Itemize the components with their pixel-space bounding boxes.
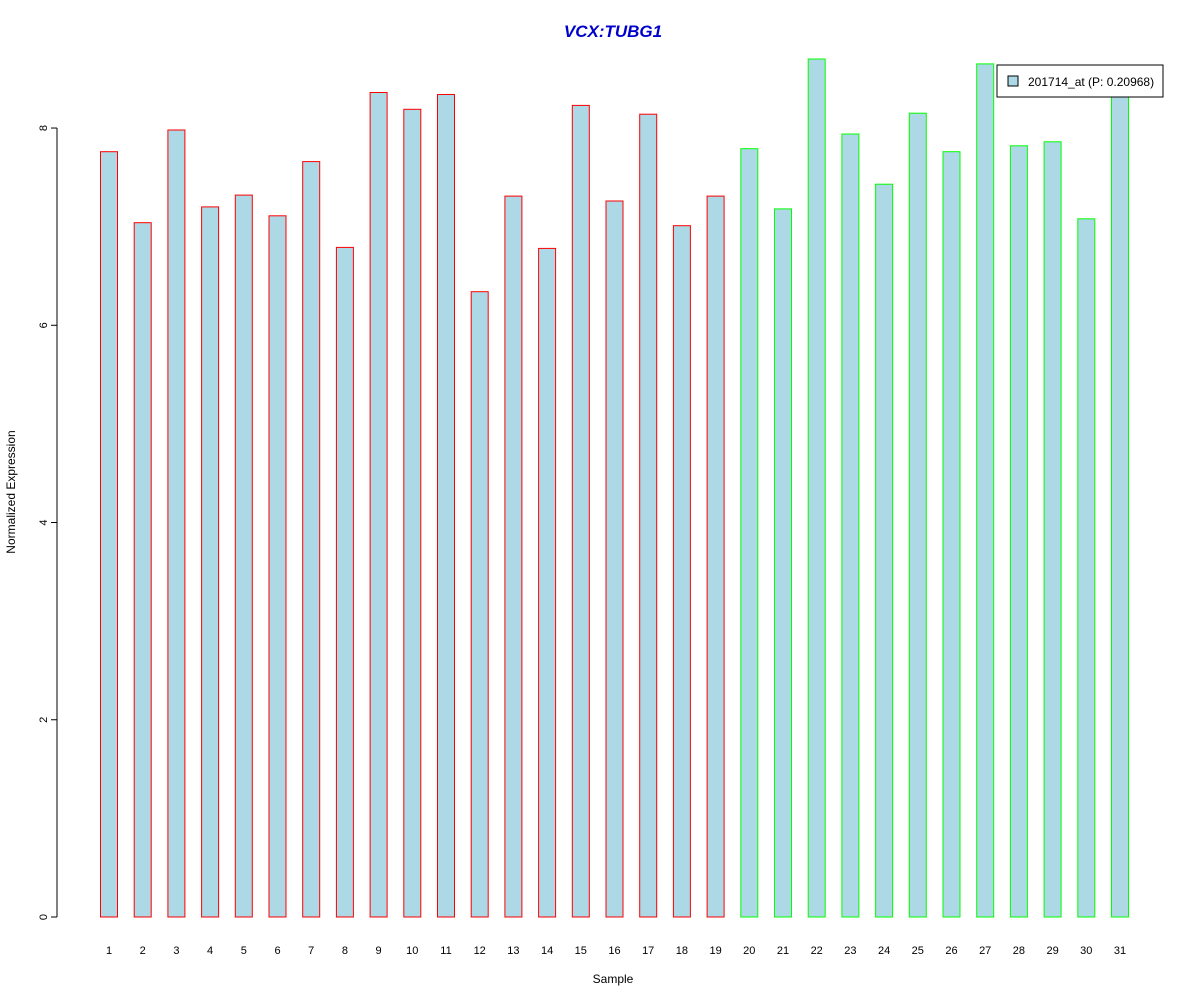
x-tick-labels: 1 2 3 4 5 6 7 8 9 10 11 12 13 14 15 16 17 18 19 20 21 22 23 24 2… bbox=[106, 945, 1126, 957]
bar-sample-7 bbox=[302, 161, 321, 918]
bar-sample-8 bbox=[335, 246, 354, 918]
x-tick-label: 30 bbox=[1080, 945, 1092, 957]
x-tick-label: 16 bbox=[608, 945, 620, 957]
bar-sample-4 bbox=[201, 206, 220, 918]
bar-sample-31 bbox=[1111, 86, 1129, 918]
x-tick-label: 22 bbox=[811, 945, 823, 957]
x-tick-label: 11 bbox=[440, 945, 451, 957]
x-tick-label: 3 bbox=[173, 945, 179, 957]
y-axis: 0 2 4 6 8 bbox=[38, 125, 58, 920]
legend: 201714_at (P: 0.20968) bbox=[996, 64, 1164, 98]
x-tick-label: 8 bbox=[342, 945, 348, 957]
y-tick-label: 8 bbox=[38, 125, 50, 131]
x-tick-label: 7 bbox=[308, 945, 314, 957]
bar-sample-23 bbox=[841, 133, 860, 918]
x-tick-label: 24 bbox=[878, 945, 890, 957]
x-tick-label: 4 bbox=[207, 945, 213, 957]
bar-sample-28 bbox=[1009, 145, 1028, 918]
bar-sample-18 bbox=[672, 225, 691, 918]
y-tick-label: 6 bbox=[38, 322, 50, 328]
bar-sample-26 bbox=[942, 151, 961, 918]
x-tick-label: 19 bbox=[709, 945, 721, 957]
bar-sample-25 bbox=[908, 112, 927, 918]
bar-sample-10 bbox=[403, 108, 422, 918]
bar-sample-22 bbox=[807, 58, 826, 918]
x-tick-label: 21 bbox=[777, 945, 789, 957]
y-tick-label: 0 bbox=[38, 914, 50, 920]
bar-sample-29 bbox=[1043, 141, 1062, 918]
bar-sample-27 bbox=[976, 63, 995, 918]
legend-entry: 201714_at (P: 0.20968) bbox=[1028, 75, 1154, 89]
x-tick-label: 23 bbox=[844, 945, 856, 957]
bars bbox=[100, 58, 1129, 918]
x-tick-label: 12 bbox=[474, 945, 486, 957]
bar-sample-20 bbox=[740, 148, 759, 918]
bar-sample-6 bbox=[268, 215, 287, 918]
bar-sample-14 bbox=[538, 247, 557, 918]
x-tick-label: 14 bbox=[541, 945, 553, 957]
bar-sample-1 bbox=[100, 151, 118, 918]
bar-sample-5 bbox=[234, 194, 253, 918]
x-tick-label: 10 bbox=[406, 945, 418, 957]
bar-sample-21 bbox=[774, 208, 792, 918]
x-tick-label: 28 bbox=[1013, 945, 1025, 957]
bar-sample-15 bbox=[571, 104, 590, 918]
x-tick-label: 13 bbox=[507, 945, 519, 957]
bar-sample-19 bbox=[706, 195, 725, 918]
x-tick-label: 17 bbox=[642, 945, 654, 957]
bar-sample-30 bbox=[1077, 218, 1096, 918]
x-tick-label: 1 bbox=[106, 945, 112, 957]
x-tick-label: 29 bbox=[1046, 945, 1058, 957]
x-tick-label: 31 bbox=[1114, 945, 1126, 957]
x-tick-label: 2 bbox=[140, 945, 146, 957]
y-tick-label: 4 bbox=[38, 519, 50, 525]
chart-title: VCX:TUBG1 bbox=[564, 22, 662, 41]
x-tick-label: 5 bbox=[241, 945, 247, 957]
bar-sample-11 bbox=[437, 94, 455, 918]
bar-sample-13 bbox=[504, 195, 523, 918]
legend-box bbox=[996, 64, 1164, 98]
x-tick-label: 27 bbox=[979, 945, 991, 957]
bar-sample-17 bbox=[639, 113, 658, 918]
x-tick-label: 25 bbox=[912, 945, 924, 957]
bar-sample-3 bbox=[167, 129, 186, 918]
bar-sample-24 bbox=[875, 183, 894, 918]
y-tick-label: 2 bbox=[38, 717, 50, 723]
x-tick-label: 9 bbox=[376, 945, 382, 957]
x-tick-label: 26 bbox=[945, 945, 957, 957]
x-axis-label: Sample bbox=[593, 972, 634, 986]
legend-swatch bbox=[1007, 75, 1019, 87]
x-tick-label: 15 bbox=[575, 945, 587, 957]
x-tick-label: 18 bbox=[676, 945, 688, 957]
bar-sample-16 bbox=[605, 200, 624, 918]
bar-sample-9 bbox=[369, 92, 388, 918]
bar-sample-12 bbox=[470, 291, 489, 918]
bar-sample-2 bbox=[133, 222, 152, 918]
y-axis-label: Normalized Expression bbox=[4, 430, 18, 553]
x-tick-label: 20 bbox=[743, 945, 755, 957]
x-tick-label: 6 bbox=[274, 945, 280, 957]
